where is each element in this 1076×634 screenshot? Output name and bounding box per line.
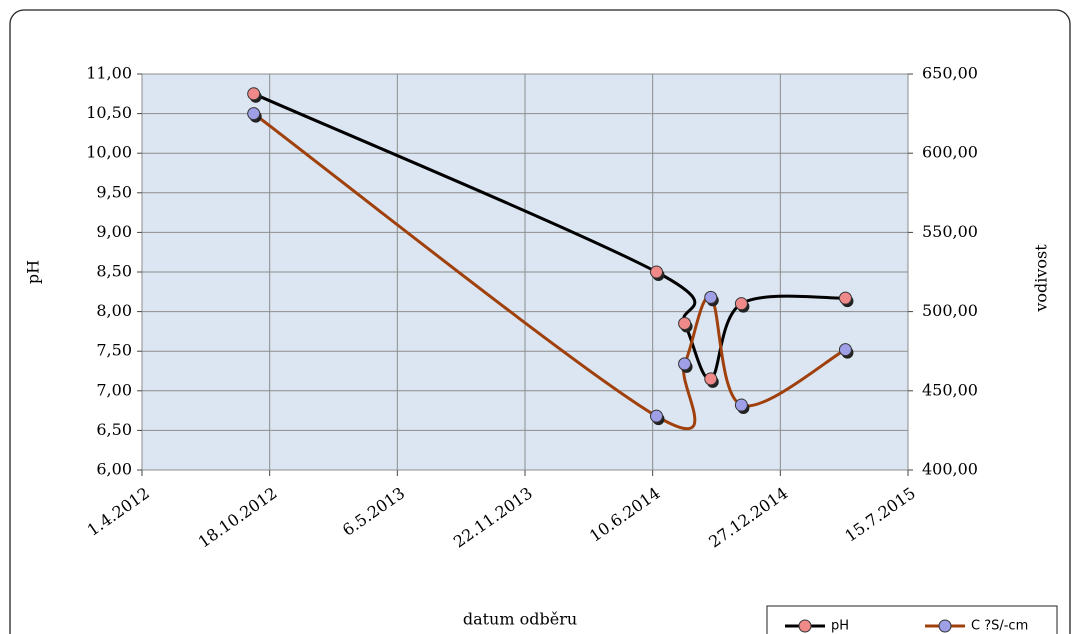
y-tick-label: 9,50	[96, 182, 132, 201]
marker	[649, 409, 663, 423]
marker	[247, 107, 261, 121]
legend-label: pH	[831, 619, 849, 634]
y-tick-label: 8,00	[96, 301, 132, 320]
legend	[766, 605, 1058, 634]
marker	[678, 316, 692, 330]
y2-tick-label: 500,00	[922, 301, 978, 320]
marker	[734, 398, 748, 412]
marker	[704, 372, 718, 386]
y-tick-label: 6,50	[96, 420, 132, 439]
marker	[838, 343, 852, 357]
legend-label: C ?S/-cm	[971, 619, 1028, 634]
y-tick-label: 10,00	[86, 143, 132, 162]
marker	[678, 357, 692, 371]
x-axis-label: datum odběru	[463, 610, 577, 629]
y2-tick-label: 400,00	[922, 460, 978, 479]
y2-tick-label: 450,00	[922, 380, 978, 399]
y-tick-label: 8,50	[96, 262, 132, 281]
y2-tick-label: 650,00	[922, 64, 978, 83]
y-tick-label: 7,00	[96, 380, 132, 399]
marker	[649, 265, 663, 279]
y-tick-label: 7,50	[96, 341, 132, 360]
y-axis-label: pH	[24, 260, 43, 284]
marker	[247, 87, 261, 101]
marker	[838, 291, 852, 305]
y-tick-label: 11,00	[86, 64, 132, 83]
legend-marker	[798, 619, 812, 633]
legend-marker	[938, 619, 952, 633]
y2-axis-label: vodivost	[1032, 244, 1051, 313]
y-tick-label: 10,50	[86, 103, 132, 122]
y2-tick-label: 600,00	[922, 143, 978, 162]
y2-tick-label: 550,00	[922, 222, 978, 241]
y-tick-label: 6,00	[96, 460, 132, 479]
marker	[704, 290, 718, 304]
marker	[734, 297, 748, 311]
y-tick-label: 9,00	[96, 222, 132, 241]
